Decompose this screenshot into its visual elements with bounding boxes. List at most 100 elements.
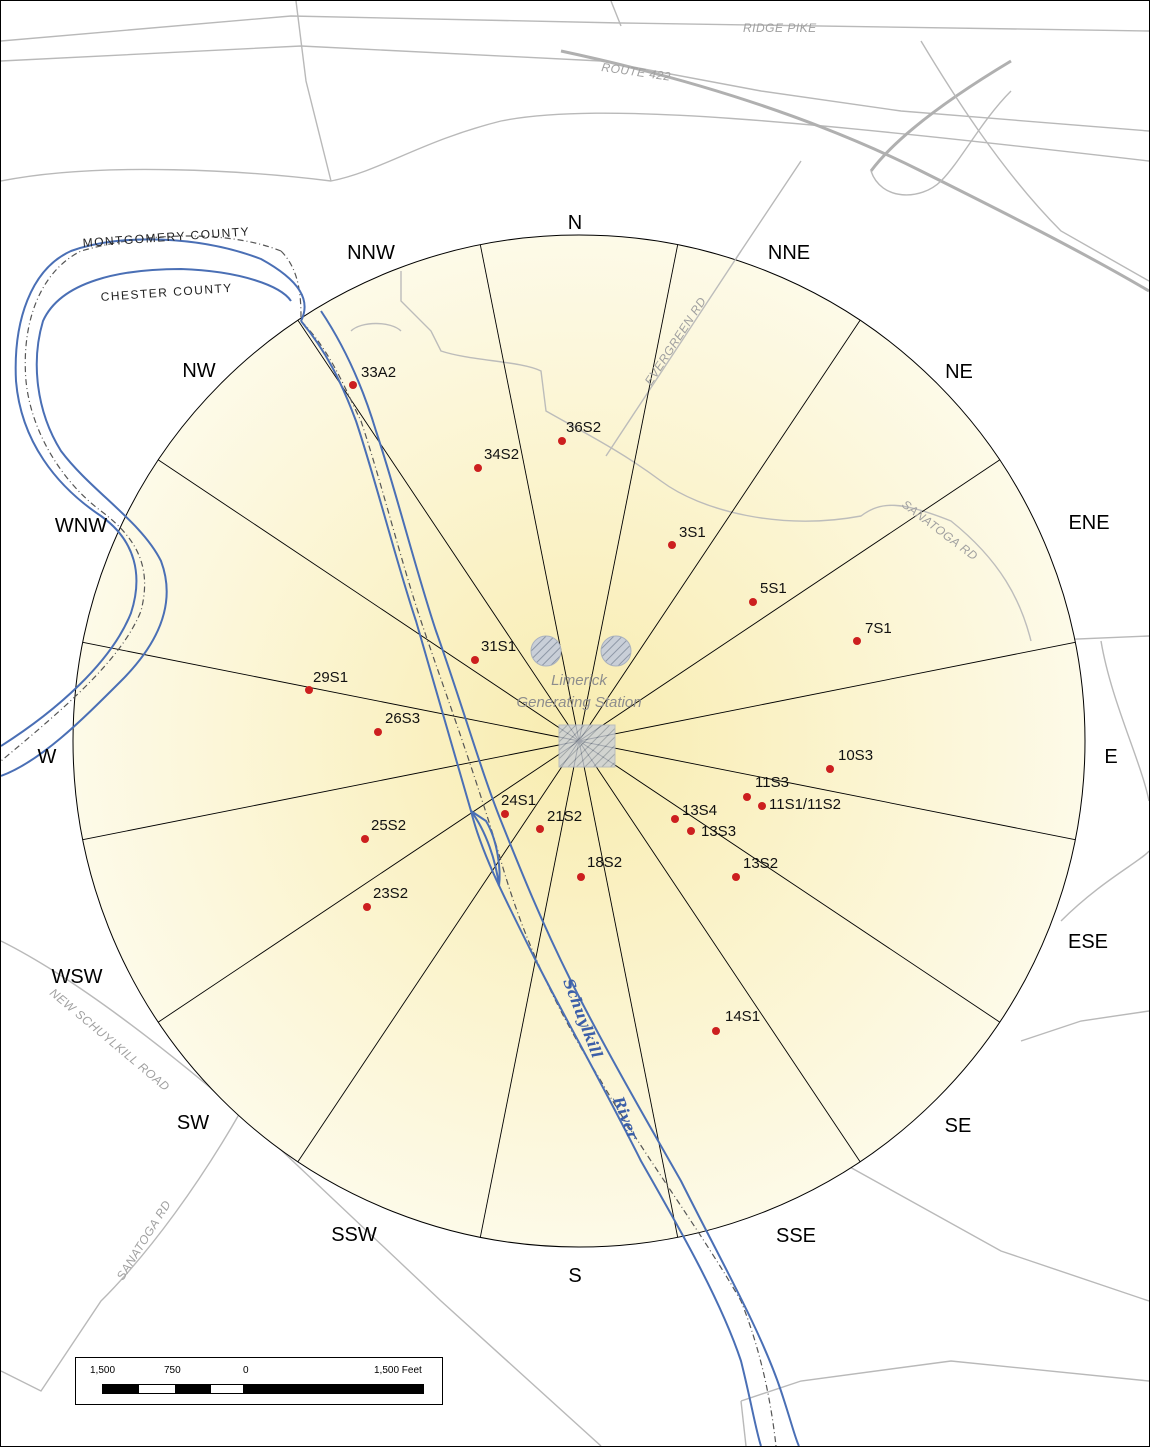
county-boundary bbox=[1, 235, 777, 1446]
direction-label-se: SE bbox=[945, 1115, 972, 1137]
roads-overlay bbox=[350, 250, 1032, 642]
site-label: 11S3 bbox=[755, 774, 789, 791]
site-label: 3S1 bbox=[679, 524, 706, 541]
site-label: 7S1 bbox=[865, 620, 892, 637]
direction-label-ese: ESE bbox=[1068, 931, 1108, 953]
site-marker bbox=[577, 873, 585, 881]
sector-boundary-line bbox=[82, 740, 580, 841]
sector-boundary-line bbox=[578, 740, 861, 1162]
site-label: 10S3 bbox=[838, 747, 873, 764]
site-marker bbox=[349, 381, 357, 389]
scale-bar bbox=[102, 1384, 424, 1394]
sampling-site[interactable]: 23S2 bbox=[363, 885, 408, 911]
scale-tick-label: 750 bbox=[164, 1365, 181, 1376]
site-marker bbox=[687, 827, 695, 835]
sector-boundary-line bbox=[158, 740, 580, 1023]
sampling-site[interactable]: 26S3 bbox=[374, 710, 420, 736]
scale-segment bbox=[175, 1385, 211, 1393]
sampling-site[interactable]: 34S2 bbox=[474, 446, 519, 472]
road-label-ridge-pike: RIDGE PIKE bbox=[743, 21, 817, 35]
sampling-site[interactable]: 13S2 bbox=[732, 855, 778, 881]
sector-boundary-line bbox=[297, 320, 580, 742]
sampling-site[interactable]: 7S1 bbox=[853, 620, 892, 645]
sector-boundary-line bbox=[578, 740, 1000, 1023]
site-marker bbox=[826, 765, 834, 773]
sampling-sites: 33A2 36S2 34S2 3S1 5S1 7S1 31S1 29S1 26S… bbox=[305, 364, 892, 1035]
site-label: 23S2 bbox=[373, 885, 408, 902]
sector-boundary-line bbox=[578, 244, 679, 742]
direction-label-ne: NE bbox=[945, 361, 973, 383]
site-marker bbox=[305, 686, 313, 694]
sector-spokes bbox=[82, 244, 1076, 1238]
sampling-site[interactable]: 5S1 bbox=[749, 580, 787, 606]
county-label-chester: CHESTER COUNTY bbox=[100, 281, 233, 304]
site-label: 11S1/11S2 bbox=[769, 796, 841, 813]
direction-label-wsw: WSW bbox=[51, 966, 102, 988]
station-building-icon bbox=[558, 724, 616, 768]
direction-label-wnw: WNW bbox=[55, 515, 107, 537]
site-marker bbox=[668, 541, 676, 549]
site-label: 13S3 bbox=[701, 823, 736, 840]
sampling-site[interactable]: 25S2 bbox=[361, 817, 406, 843]
site-marker bbox=[758, 802, 766, 810]
reactor-unit-1-icon bbox=[530, 635, 562, 667]
sector-boundary-line bbox=[578, 459, 1000, 742]
scale-bar-box: 1,500 750 0 1,500 Feet bbox=[75, 1357, 443, 1405]
site-marker bbox=[474, 464, 482, 472]
direction-label-nnw: NNW bbox=[347, 242, 395, 264]
site-label: 13S4 bbox=[682, 802, 717, 819]
site-marker bbox=[374, 728, 382, 736]
sampling-site[interactable]: 21S2 bbox=[536, 808, 582, 833]
site-label: 24S1 bbox=[501, 792, 536, 809]
site-label: 14S1 bbox=[725, 1008, 760, 1025]
sector-boundary-line bbox=[479, 740, 580, 1238]
sampling-site[interactable]: 36S2 bbox=[558, 419, 601, 445]
direction-label-sse: SSE bbox=[776, 1225, 816, 1247]
sector-boundary-line bbox=[158, 459, 580, 742]
station-symbols bbox=[530, 635, 632, 768]
sector-boundary-line bbox=[479, 244, 580, 742]
site-marker bbox=[363, 903, 371, 911]
site-label: 18S2 bbox=[587, 854, 622, 871]
sampling-site[interactable]: 13S3 bbox=[687, 823, 736, 840]
sampling-site[interactable]: 18S2 bbox=[577, 854, 622, 881]
sampling-site[interactable]: 10S3 bbox=[826, 747, 873, 773]
sampling-site[interactable]: 3S1 bbox=[668, 524, 706, 549]
road-label-sanatoga-rd-south: SANATOGA RD bbox=[114, 1198, 174, 1283]
sampling-site[interactable]: 29S1 bbox=[305, 669, 348, 694]
county-label-montgomery: MONTGOMERY COUNTY bbox=[82, 224, 250, 250]
sector-boundary-line bbox=[578, 740, 1076, 841]
sector-boundary-line bbox=[578, 740, 679, 1238]
direction-label-w: W bbox=[38, 746, 57, 768]
site-label: 26S3 bbox=[385, 710, 420, 727]
site-marker bbox=[361, 835, 369, 843]
site-marker bbox=[749, 598, 757, 606]
site-label: 31S1 bbox=[481, 638, 516, 655]
site-marker bbox=[671, 815, 679, 823]
sampling-site[interactable]: 11S3 bbox=[743, 774, 789, 801]
sampling-site[interactable]: 13S4 bbox=[671, 802, 717, 823]
site-label: 21S2 bbox=[547, 808, 582, 825]
sampling-site[interactable]: 14S1 bbox=[712, 1008, 760, 1035]
site-label: 29S1 bbox=[313, 669, 348, 686]
direction-label-nw: NW bbox=[182, 360, 215, 382]
sampling-site[interactable]: 11S1/11S2 bbox=[758, 796, 841, 813]
direction-label-nne: NNE bbox=[768, 242, 810, 264]
site-marker bbox=[712, 1027, 720, 1035]
scale-tick-label: 1,500 bbox=[90, 1365, 116, 1376]
scale-tick-label: 1,500 Feet bbox=[374, 1365, 422, 1376]
site-label: 33A2 bbox=[361, 364, 396, 381]
site-marker bbox=[853, 637, 861, 645]
sampling-site[interactable]: 31S1 bbox=[471, 638, 516, 664]
site-marker bbox=[743, 793, 751, 801]
site-marker bbox=[501, 810, 509, 818]
site-label: 25S2 bbox=[371, 817, 406, 834]
scale-segment bbox=[243, 1385, 423, 1393]
scale-tick-label: 0 bbox=[243, 1365, 249, 1376]
sampling-site[interactable]: 24S1 bbox=[501, 792, 536, 818]
road-label-route-422: ROUTE 422 bbox=[601, 60, 672, 84]
direction-label-sw: SW bbox=[177, 1112, 209, 1134]
sampling-site[interactable]: 33A2 bbox=[349, 364, 396, 389]
